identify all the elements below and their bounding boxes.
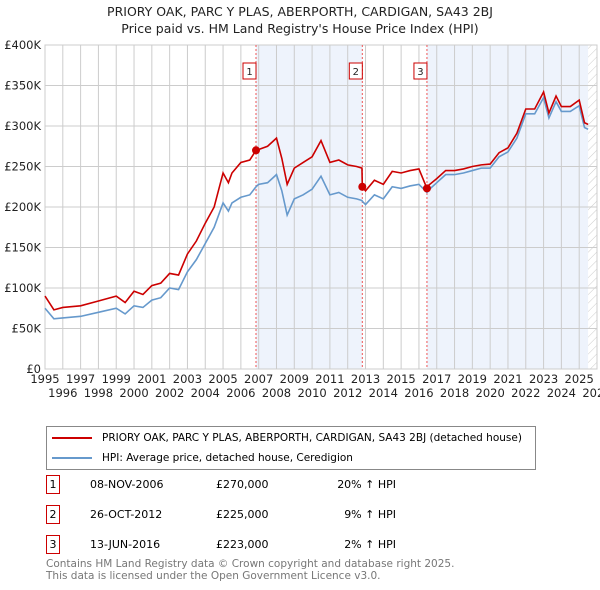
sale-row: 3 13-JUN-2016 £223,000 2% ↑ HPI <box>46 535 446 555</box>
legend-swatch-property <box>52 437 92 439</box>
x-tick-label: 2004 <box>191 386 220 400</box>
y-tick-label: £100K <box>4 281 41 295</box>
x-tick-label: 2001 <box>137 372 166 386</box>
sale-badge: 2 <box>46 505 60 524</box>
x-tick-label: 2025 <box>565 372 594 386</box>
x-tick-label: 2017 <box>422 372 451 386</box>
x-tick-label: 2022 <box>511 386 540 400</box>
x-tick-label: 2023 <box>529 372 558 386</box>
sale-price: £225,000 <box>216 508 269 521</box>
y-tick-label: £200K <box>4 200 41 214</box>
sale-point <box>358 182 367 191</box>
x-tick-label: 2016 <box>404 386 433 400</box>
footer: Contains HM Land Registry data © Crown c… <box>46 558 454 582</box>
y-tick-label: £50K <box>12 322 42 336</box>
y-tick-label: £0 <box>26 362 41 376</box>
x-tick-label: 2007 <box>244 372 273 386</box>
sale-badge: 3 <box>46 535 60 554</box>
plot-border <box>44 44 598 370</box>
sale-marker-badge <box>242 62 257 80</box>
sale-date: 08-NOV-2006 <box>90 478 164 491</box>
y-tick-label: £300K <box>4 119 41 133</box>
sale-row: 1 08-NOV-2006 £270,000 20% ↑ HPI <box>46 475 446 495</box>
x-tick-label: 1999 <box>102 372 131 386</box>
x-tick-label: 2013 <box>351 372 380 386</box>
x-tick-label: 2024 <box>547 386 576 400</box>
x-tick-label: 1997 <box>66 372 95 386</box>
x-tick-label: 2002 <box>155 386 184 400</box>
sale-marker-label: 1 <box>246 67 252 78</box>
sale-date: 26-OCT-2012 <box>90 508 163 521</box>
legend: PRIORY OAK, PARC Y PLAS, ABERPORTH, CARD… <box>46 426 536 470</box>
x-tick-label: 2005 <box>208 372 237 386</box>
sale-marker-label: 3 <box>417 67 423 78</box>
sale-hpi-diff: 20% ↑ HPI <box>337 478 396 491</box>
y-tick-label: £400K <box>4 38 41 52</box>
x-tick-label: 2009 <box>280 372 309 386</box>
legend-swatch-hpi <box>52 457 92 459</box>
footer-line-1: Contains HM Land Registry data © Crown c… <box>46 558 455 570</box>
x-tick-label: 2015 <box>386 372 415 386</box>
x-tick-label: 2000 <box>119 386 148 400</box>
sale-marker-badge <box>413 62 428 80</box>
sale-badge: 1 <box>46 475 60 494</box>
x-tick-label: 2011 <box>315 372 344 386</box>
sale-hpi-diff: 9% ↑ HPI <box>344 508 396 521</box>
legend-item-property: PRIORY OAK, PARC Y PLAS, ABERPORTH, CARD… <box>52 430 522 446</box>
legend-label-hpi: HPI: Average price, detached house, Cere… <box>102 452 353 464</box>
hpi-line <box>44 95 589 320</box>
x-tick-label: 2006 <box>226 386 255 400</box>
x-tick-label: 1998 <box>84 386 113 400</box>
footer-line-2: This data is licensed under the Open Gov… <box>46 570 381 582</box>
x-tick-label: 2021 <box>493 372 522 386</box>
y-tick-label: £150K <box>4 241 41 255</box>
sale-point <box>252 146 261 155</box>
x-tick-label: 2018 <box>440 386 469 400</box>
sale-price: £270,000 <box>216 478 269 491</box>
y-tick-label: £250K <box>4 160 41 174</box>
sale-row: 2 26-OCT-2012 £225,000 9% ↑ HPI <box>46 505 446 525</box>
x-tick-label: 2026 <box>582 386 600 400</box>
sale-marker-label: 2 <box>353 67 359 78</box>
y-tick-label: £350K <box>4 79 41 93</box>
chart-subtitle: Price paid vs. HM Land Registry's House … <box>121 21 479 36</box>
sale-marker-badge <box>348 62 363 80</box>
x-tick-label: 2003 <box>173 372 202 386</box>
property-line <box>44 89 589 311</box>
x-tick-label: 1995 <box>30 372 59 386</box>
chart-title: PRIORY OAK, PARC Y PLAS, ABERPORTH, CARD… <box>107 4 493 19</box>
legend-item-hpi: HPI: Average price, detached house, Cere… <box>52 450 353 466</box>
x-tick-label: 2010 <box>297 386 326 400</box>
price-chart: 1995199619971998199920002001200220032004… <box>4 38 600 400</box>
sale-price: £223,000 <box>216 538 269 551</box>
x-tick-label: 2012 <box>333 386 362 400</box>
x-tick-label: 2019 <box>458 372 487 386</box>
x-tick-label: 1996 <box>48 386 77 400</box>
sale-date: 13-JUN-2016 <box>90 538 161 551</box>
x-tick-label: 2014 <box>369 386 398 400</box>
legend-label-property: PRIORY OAK, PARC Y PLAS, ABERPORTH, CARD… <box>102 432 522 444</box>
x-tick-label: 2020 <box>476 386 505 400</box>
sale-point <box>422 184 431 193</box>
sale-hpi-diff: 2% ↑ HPI <box>344 538 396 551</box>
x-tick-label: 2008 <box>262 386 291 400</box>
